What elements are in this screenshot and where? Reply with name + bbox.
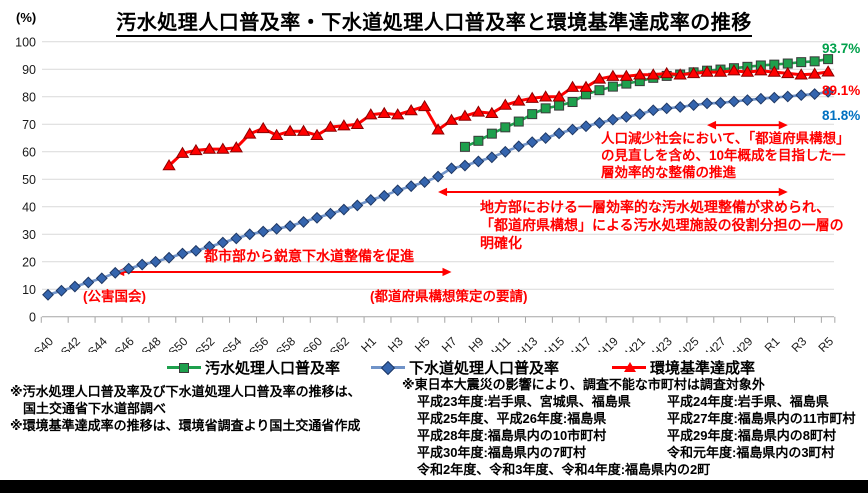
svg-text:H9: H9 (466, 334, 487, 352)
annotation-line: の見直しを含め、10年概成を目指した一 (601, 148, 846, 163)
svg-text:0: 0 (29, 310, 36, 324)
annotation-population-decline: 人口減少社会において、「都道府県構想」 の見直しを含め、10年概成を目指した一 … (601, 130, 850, 181)
legend-item-environmental-standard-rate: 環境基準達成率 (612, 357, 755, 378)
svg-text:H7: H7 (439, 334, 460, 352)
svg-text:H23: H23 (649, 334, 675, 352)
svg-text:H25: H25 (676, 334, 702, 352)
svg-text:H27: H27 (703, 334, 729, 352)
svg-text:R3: R3 (789, 334, 810, 352)
legend-label: 環境基準達成率 (650, 360, 756, 377)
svg-text:R1: R1 (762, 334, 783, 352)
svg-text:40: 40 (22, 200, 36, 214)
svg-text:S60: S60 (300, 334, 325, 352)
page-title-text: 汚水処理人口普及率・下水道処理人口普及率と環境基準達成率の推移 (116, 12, 752, 37)
svg-text:89.1%: 89.1% (822, 83, 860, 98)
svg-text:H5: H5 (412, 334, 433, 352)
earthquake-note-title: ※東日本大震災の影響により、調査不能な市町村は調査対象外 (402, 377, 765, 392)
green-square-series-icon (167, 362, 201, 373)
svg-text:S48: S48 (139, 334, 164, 352)
svg-text:100: 100 (15, 35, 36, 49)
note-row: 平成23年度:岩手県、宮城県、福島県 平成24年度:岩手県、福島県 (417, 394, 829, 409)
svg-text:81.8%: 81.8% (822, 108, 860, 123)
trend-line-chart: 0 10 20 30 40 50 60 70 80 90 100 S40 S42 S44 S46 S48 S50… (15, 35, 860, 352)
svg-text:80: 80 (22, 90, 36, 104)
svg-text:10: 10 (22, 283, 36, 297)
svg-text:H19: H19 (596, 334, 622, 352)
svg-text:S42: S42 (58, 334, 83, 352)
annotation-line: 層効率的な整備の推進 (601, 165, 736, 180)
svg-text:H15: H15 (542, 334, 568, 352)
note-row: 令和2年度、令和3年度、令和4年度:福島県内の2町 (417, 462, 711, 477)
note-row: 平成25年度、平成26年度:福島県 平成27年度:福島県内の11市町村 (417, 411, 856, 426)
legend-label: 下水道処理人口普及率 (409, 360, 560, 377)
annotation-line: 地方部における一層効率的な汚水処理整備が求められ、 (480, 199, 831, 215)
svg-text:30: 30 (22, 228, 36, 242)
annotation-line: 「都道府県構想」による汚水処理施設の役割分担の一層の (480, 217, 844, 233)
earthquake-note-rows: 平成23年度:岩手県、宮城県、福島県 平成24年度:岩手県、福島県 平成25年度、… (402, 393, 856, 478)
svg-text:R5: R5 (815, 334, 836, 352)
svg-text:H11: H11 (489, 334, 514, 352)
svg-text:H17: H17 (569, 334, 595, 352)
svg-text:S46: S46 (112, 334, 137, 352)
earthquake-exclusion-notes: ※東日本大震災の影響により、調査不能な市町村は調査対象外 平成23年度:岩手県、… (402, 376, 856, 478)
note-row: 平成30年度:福島県内の7町村 令和元年度:福島県内の3町村 (417, 445, 835, 460)
source-note-line: ※汚水処理人口普及率及び下水道処理人口普及率の推移は、 (10, 384, 361, 399)
legend-label: 汚水処理人口普及率 (205, 360, 341, 377)
source-notes: ※汚水処理人口普及率及び下水道処理人口普及率の推移は、 国土交通省下水道部調べ … (10, 383, 361, 434)
svg-text:70: 70 (22, 118, 36, 132)
annotation-regional-efficiency: 地方部における一層効率的な汚水処理整備が求められ、 「都道府県構想」による汚水処… (480, 198, 844, 252)
page-title: 汚水処理人口普及率・下水道処理人口普及率と環境基準達成率の推移 (0, 6, 868, 37)
svg-text:H3: H3 (385, 334, 406, 352)
svg-text:90: 90 (22, 63, 36, 77)
source-note-line: ※環境基準達成率の推移は、環境省調査より国土交通省作成 (10, 418, 361, 433)
blue-diamond-series-icon (371, 360, 405, 375)
annotation-urban-sewer-promotion: 都市部から鋭意下水道整備を促進 (204, 248, 414, 264)
svg-text:S44: S44 (85, 334, 110, 352)
red-triangle-series-icon (612, 361, 646, 372)
svg-text:93.7%: 93.7% (822, 41, 860, 56)
legend-item-sewage-treatment-rate: 汚水処理人口普及率 (167, 357, 340, 378)
svg-text:20: 20 (22, 255, 36, 269)
annotation-line: 明確化 (480, 235, 522, 251)
svg-text:S50: S50 (166, 334, 191, 352)
svg-text:H21: H21 (622, 334, 648, 352)
note-row: 平成28年度:福島県内の10市町村 平成29年度:福島県内の8町村 (417, 428, 837, 443)
annotation-line: 人口減少社会において、「都道府県構想」 (601, 131, 850, 146)
svg-text:H1: H1 (358, 334, 379, 352)
svg-text:S58: S58 (273, 334, 298, 352)
svg-text:S52: S52 (193, 334, 218, 352)
annotation-pollution-diet-session: (公害国会) (83, 289, 146, 304)
svg-text:S40: S40 (31, 334, 56, 352)
svg-text:S62: S62 (327, 334, 352, 352)
legend-item-sewerage-coverage-rate: 下水道処理人口普及率 (371, 357, 559, 378)
annotation-prefectural-plan-request: (都道府県構想策定の要請) (370, 289, 528, 304)
slide-footer-bar (0, 480, 868, 493)
y-axis-unit-label: (%) (16, 10, 37, 25)
svg-text:50: 50 (22, 173, 36, 187)
source-note-line: 国土交通省下水道部調べ (10, 401, 167, 416)
svg-text:S54: S54 (219, 334, 244, 352)
svg-text:H13: H13 (515, 334, 541, 352)
svg-text:H29: H29 (730, 334, 756, 352)
svg-text:60: 60 (22, 145, 36, 159)
svg-text:S56: S56 (246, 334, 271, 352)
